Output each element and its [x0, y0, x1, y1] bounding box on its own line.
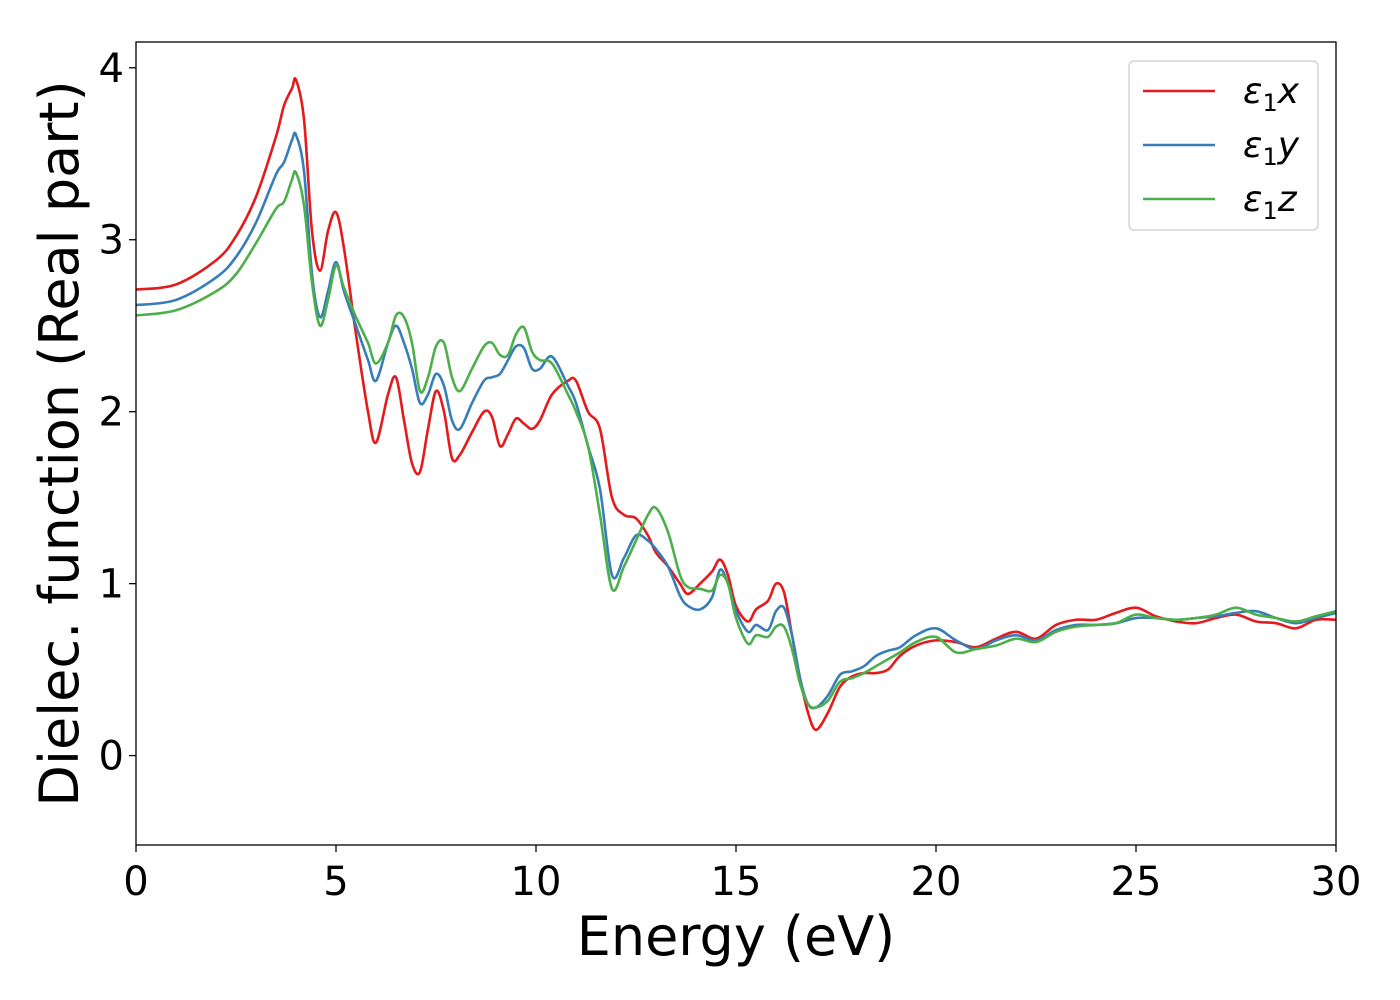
- x-tick-label: 20: [911, 859, 962, 905]
- legend-item-x: ε1x: [1143, 71, 1300, 117]
- legend-item-y: ε1y: [1143, 125, 1300, 171]
- y-tick-label: 0: [99, 734, 124, 780]
- x-axis-label: Energy (eV): [577, 905, 896, 968]
- x-tick-label: 5: [323, 859, 348, 905]
- y-tick-label: 1: [99, 562, 124, 608]
- y-axis-ticks: 0 1 2 3 4: [99, 46, 136, 780]
- y-tick-label: 4: [99, 46, 124, 92]
- series-line-y: [136, 131, 1336, 710]
- x-tick-label: 10: [511, 859, 562, 905]
- series-layer: [136, 77, 1336, 732]
- x-tick-label: 0: [123, 859, 148, 905]
- y-tick-label: 2: [99, 390, 124, 436]
- y-axis-label: Dielec. function (Real part): [28, 80, 91, 806]
- legend-item-z: ε1z: [1143, 179, 1298, 225]
- y-tick-label: 3: [99, 218, 124, 264]
- x-tick-label: 30: [1311, 859, 1362, 905]
- x-tick-label: 25: [1111, 859, 1162, 905]
- series-line-z: [136, 169, 1336, 710]
- legend-label: ε1z: [1243, 179, 1298, 225]
- legend-label: ε1x: [1243, 71, 1300, 117]
- legend-box: [1128, 60, 1319, 231]
- x-tick-label: 15: [711, 859, 762, 905]
- legend: ε1x ε1y ε1z: [1128, 60, 1319, 231]
- legend-label: ε1y: [1243, 125, 1300, 171]
- x-axis-ticks: 0 5 10 15 20 25 30: [123, 845, 1361, 905]
